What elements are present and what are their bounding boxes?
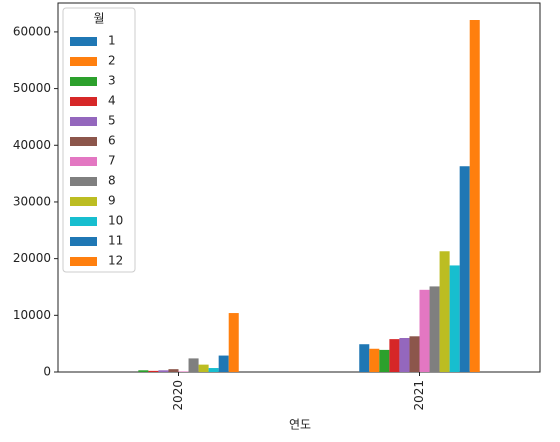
- legend-label: 6: [108, 134, 116, 148]
- legend-swatch: [70, 217, 97, 226]
- bar: [158, 370, 169, 372]
- x-tick-label: 2021: [412, 380, 426, 411]
- y-tick-label: 0: [43, 365, 51, 379]
- legend-swatch: [70, 117, 97, 126]
- bar: [459, 166, 470, 372]
- bar: [198, 364, 209, 372]
- legend-swatch: [70, 37, 97, 46]
- y-tick-label: 20000: [13, 251, 51, 265]
- y-tick-label: 30000: [13, 194, 51, 208]
- bar: [138, 370, 149, 372]
- bar: [399, 337, 410, 372]
- bar: [379, 349, 390, 372]
- legend-label: 4: [108, 94, 116, 108]
- legend-label: 1: [108, 34, 116, 48]
- legend-label: 5: [108, 114, 116, 128]
- bar: [449, 265, 460, 372]
- bar: [359, 344, 370, 372]
- legend-label: 3: [108, 74, 116, 88]
- bar: [218, 355, 229, 372]
- bar: [439, 251, 450, 372]
- bar: [469, 20, 480, 372]
- legend-swatch: [70, 237, 97, 246]
- bar: [168, 369, 179, 372]
- legend-swatch: [70, 57, 97, 66]
- legend-title: 월: [93, 12, 104, 26]
- legend-swatch: [70, 97, 97, 106]
- legend-label: 9: [108, 194, 116, 208]
- legend-swatch: [70, 77, 97, 86]
- bar: [148, 370, 159, 372]
- bar: [419, 289, 430, 372]
- legend-label: 12: [108, 254, 123, 268]
- legend-swatch: [70, 157, 97, 166]
- legend-swatch: [70, 257, 97, 266]
- legend-label: 7: [108, 154, 116, 168]
- y-tick-label: 50000: [13, 81, 51, 95]
- legend-label: 10: [108, 214, 123, 228]
- y-tick-label: 40000: [13, 138, 51, 152]
- legend-label: 11: [108, 234, 123, 248]
- legend-swatch: [70, 177, 97, 186]
- bar: [429, 286, 440, 372]
- bar: [178, 371, 189, 372]
- x-axis-label: 연도: [289, 418, 311, 432]
- bar: [228, 313, 239, 372]
- legend-swatch: [70, 197, 97, 206]
- bar: [208, 368, 219, 372]
- legend-swatch: [70, 137, 97, 146]
- legend-label: 2: [108, 54, 116, 68]
- bar: [188, 358, 199, 372]
- plot-frame: [57, 2, 541, 373]
- bar: [409, 336, 420, 372]
- y-tick-label: 10000: [13, 308, 51, 322]
- legend-label: 8: [108, 174, 116, 188]
- bar: [389, 339, 400, 372]
- y-tick-label: 60000: [13, 24, 51, 38]
- x-tick-label: 2020: [171, 380, 185, 411]
- bar: [369, 348, 380, 372]
